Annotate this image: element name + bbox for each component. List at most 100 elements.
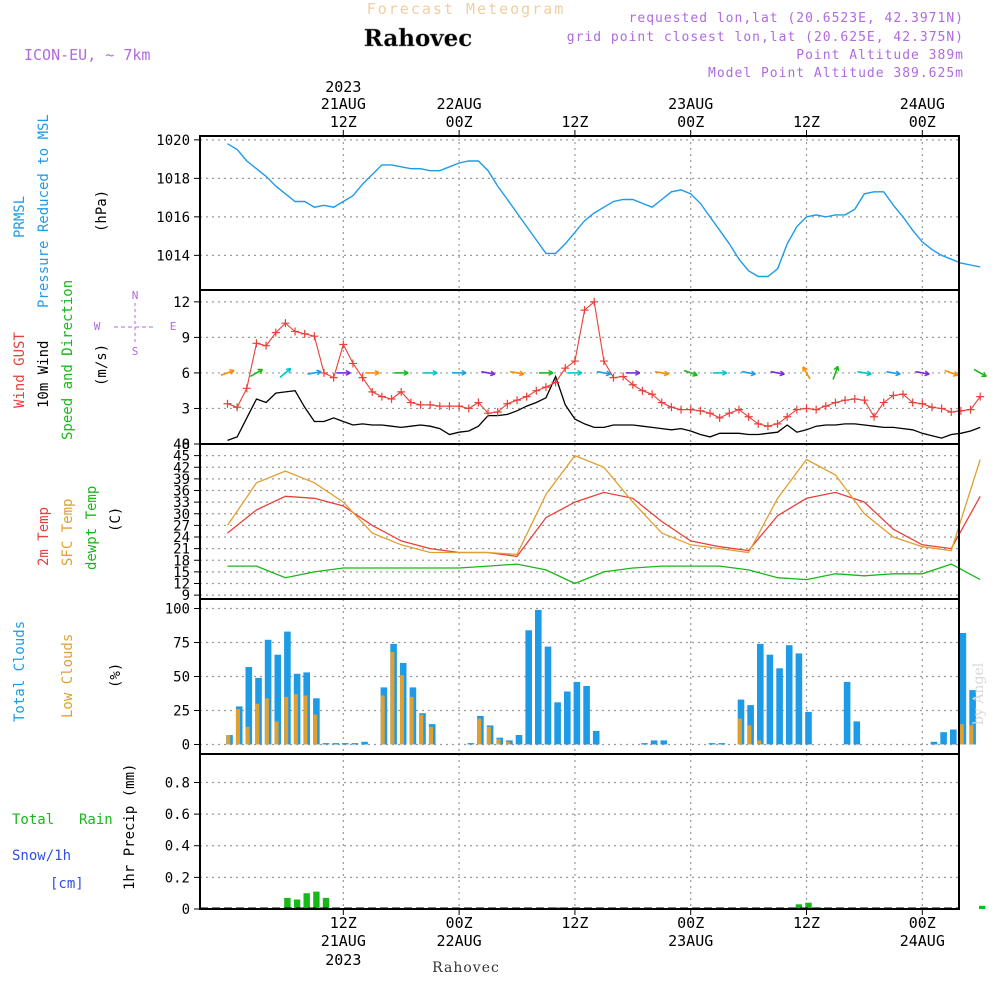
point-altitude: Point Altitude 389m <box>796 48 964 63</box>
date-label: 22AUG <box>437 932 482 950</box>
total-cloud-bar <box>351 743 359 745</box>
rain-bar <box>805 902 812 909</box>
pressure-series <box>227 143 981 278</box>
wind-arrow-head <box>895 370 901 377</box>
wind-10m-line <box>227 374 981 442</box>
pressure-panel: 1014 1016 1018 1020 PRMSL Pressure Reduced … <box>12 114 981 308</box>
wind-direction-arrow <box>249 368 263 378</box>
total-cloud-bar <box>776 668 783 745</box>
gust-marker <box>580 306 589 315</box>
low-cloud-bar <box>255 703 260 745</box>
wind-arrow-head <box>750 370 756 377</box>
year-label: 2023 <box>325 78 361 96</box>
gust-marker <box>233 403 242 412</box>
low-cloud-bar <box>400 675 404 745</box>
clouds-units: (%) <box>108 663 124 688</box>
total-cloud-bar <box>950 729 957 745</box>
gust-marker <box>619 372 628 381</box>
total-cloud-bar <box>332 743 339 745</box>
total-cloud-bar <box>525 630 532 745</box>
gust-marker <box>754 419 763 428</box>
y-tick-label: 25 <box>173 703 190 719</box>
gust-marker <box>609 373 618 382</box>
gust-marker <box>310 332 319 341</box>
gust-marker <box>599 357 608 366</box>
clouds-panel: 0 25 50 75 100 Total Clouds Low Clouds (%) b… <box>12 598 987 755</box>
total-cloud-bar <box>708 743 716 745</box>
wind-panel: 0 3 6 9 12 Wind GUST 10m Wind Speed and Dire… <box>12 280 987 453</box>
wind-units: (m/s) <box>94 344 110 386</box>
low-cloud-bar <box>313 714 318 745</box>
gust-marker <box>792 405 801 414</box>
y-tick-label: 42 <box>173 460 190 476</box>
gust-marker <box>927 403 936 412</box>
precip-label-snow: Snow/1h <box>12 848 71 864</box>
gust-marker <box>387 394 396 403</box>
total-cloud-bar <box>805 711 812 745</box>
wind-label-10m: 10m Wind <box>36 341 52 408</box>
total-cloud-bar <box>766 654 774 745</box>
y-tick-label: 0.4 <box>165 839 190 855</box>
gust-marker <box>667 403 676 412</box>
wind-direction-arrow <box>596 370 611 375</box>
low-cloud-bar <box>236 709 240 745</box>
gust-marker <box>416 400 425 409</box>
gust-marker <box>812 405 821 414</box>
wind-label-gust: Wind GUST <box>12 332 28 408</box>
pressure-label-msl: Pressure Reduced to MSL <box>36 114 52 308</box>
temp-label-dewpt: dewpt Temp <box>84 486 100 570</box>
gust-marker <box>474 398 483 407</box>
time-label: 12Z <box>793 914 820 932</box>
total-cloud-bar <box>718 743 725 745</box>
y-tick-label: 1014 <box>156 248 190 264</box>
gust-marker <box>223 399 232 408</box>
y-tick-label: 21 <box>173 542 190 558</box>
gust-marker <box>522 392 531 401</box>
gust-marker <box>638 386 647 395</box>
gust-marker <box>329 373 338 382</box>
gust-marker <box>734 405 743 414</box>
gust-marker <box>348 359 357 368</box>
gust-marker <box>744 412 753 421</box>
wind-direction-arrow <box>220 369 235 377</box>
y-tick-label: 1018 <box>156 171 190 187</box>
wind-direction-arrow <box>886 370 901 375</box>
gust-marker <box>291 327 300 336</box>
temp-label-2m: 2m Temp <box>36 507 52 566</box>
y-tick-label: 33 <box>173 495 190 511</box>
gust-marker <box>406 398 415 407</box>
supertitle: Forecast Meteogram <box>367 0 566 18</box>
time-label: 12Z <box>330 113 357 131</box>
gust-marker <box>879 398 888 407</box>
wind-arrow-head <box>403 369 409 376</box>
wind-arrow-head <box>577 369 583 376</box>
gust-marker <box>590 297 599 306</box>
low-cloud-bar <box>390 652 395 745</box>
total-cloud-bar <box>930 741 938 745</box>
precip-series <box>284 891 986 910</box>
low-cloud-bar <box>293 694 298 745</box>
date-label: 24AUG <box>900 95 945 113</box>
gust-marker <box>648 390 657 399</box>
y-tick-label: 0 <box>182 737 190 753</box>
low-cloud-bar <box>274 721 279 745</box>
wind-arrow-head <box>548 369 554 376</box>
total-cloud-bar <box>515 735 523 745</box>
model-label: ICON-EU, ~ 7km <box>24 46 150 64</box>
total-cloud-bar <box>245 667 253 745</box>
precip-frame <box>199 753 960 910</box>
date-label: 23AUG <box>668 95 713 113</box>
rain-bar <box>303 893 310 909</box>
total-cloud-bar <box>284 631 291 745</box>
total-cloud-bar <box>641 743 648 745</box>
gust-marker <box>889 391 898 400</box>
clouds-y-ticks: 0 25 50 75 100 <box>165 602 200 753</box>
model-altitude: Model Point Altitude 389.625m <box>708 66 964 81</box>
gust-marker <box>802 404 811 413</box>
total-cloud-bar <box>564 691 571 745</box>
wind-arrow-head <box>833 365 840 372</box>
gust-marker <box>696 406 705 415</box>
gust-marker <box>532 386 541 395</box>
gust-marker <box>725 409 734 418</box>
wind-arrow-head <box>518 370 525 377</box>
